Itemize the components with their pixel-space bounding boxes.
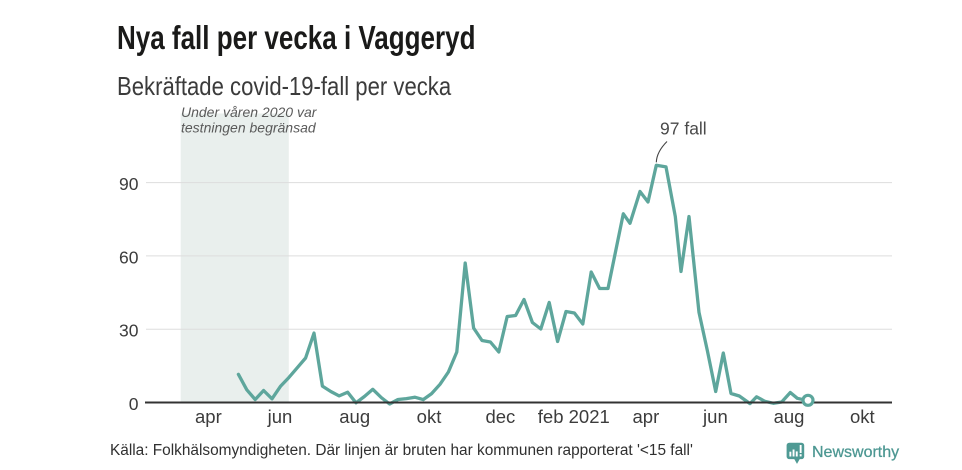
svg-text:60: 60 xyxy=(119,247,139,267)
svg-text:okt: okt xyxy=(850,406,875,427)
svg-text:testningen begränsad: testningen begränsad xyxy=(181,119,317,135)
svg-text:0: 0 xyxy=(129,394,139,414)
svg-text:jun: jun xyxy=(267,406,293,427)
svg-text:dec: dec xyxy=(485,406,515,427)
svg-text:jun: jun xyxy=(702,406,728,427)
svg-text:feb 2021: feb 2021 xyxy=(538,406,610,427)
svg-text:apr: apr xyxy=(633,406,660,427)
svg-text:aug: aug xyxy=(774,406,805,427)
svg-text:okt: okt xyxy=(417,406,442,427)
svg-text:90: 90 xyxy=(119,174,139,194)
svg-text:Under våren 2020 var: Under våren 2020 var xyxy=(181,104,318,120)
svg-text:97 fall: 97 fall xyxy=(660,119,707,139)
svg-text:apr: apr xyxy=(195,406,222,427)
svg-text:aug: aug xyxy=(339,406,370,427)
svg-text:30: 30 xyxy=(119,321,139,341)
